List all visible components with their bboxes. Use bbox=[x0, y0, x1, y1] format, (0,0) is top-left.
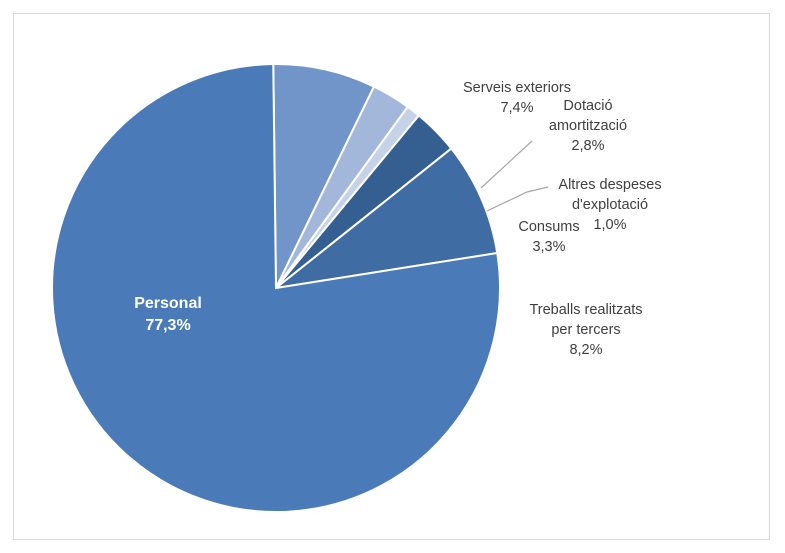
slice-label-4: Treballs realitzats per tercers 8,2% bbox=[529, 302, 642, 358]
pie-slice-5 bbox=[51, 63, 501, 513]
slice-value-label: 2,8% bbox=[571, 138, 604, 154]
slice-name-label: per tercers bbox=[551, 322, 620, 338]
slice-name-label: Treballs realitzats bbox=[529, 302, 642, 318]
slice-name-label: Consums bbox=[518, 219, 579, 235]
pie-slices bbox=[51, 63, 501, 513]
slice-label-3: Consums 3,3% bbox=[518, 219, 579, 255]
pie-slice-0 bbox=[272, 63, 376, 289]
pie-slice-4 bbox=[272, 147, 499, 290]
slice-name-label: Personal bbox=[134, 295, 202, 312]
slice-value-label: 3,3% bbox=[532, 239, 565, 255]
slice-label-5: Personal 77,3% bbox=[134, 295, 202, 334]
slice-label-0: Serveis exteriors 7,4% bbox=[463, 80, 571, 116]
slice-label-2: Altres despeses d'explotació 1,0% bbox=[558, 177, 661, 233]
slice-value-label: 1,0% bbox=[593, 217, 626, 233]
slice-label-1: Dotació amortització 2,8% bbox=[549, 98, 627, 154]
slice-name-label: Serveis exteriors bbox=[463, 80, 571, 96]
slice-value-label: 8,2% bbox=[569, 342, 602, 358]
leader-line-1 bbox=[480, 140, 533, 189]
slice-labels: Serveis exteriors 7,4% Dotació amortització… bbox=[134, 80, 661, 358]
slice-name-label: Dotació bbox=[563, 98, 612, 114]
leader-line-2 bbox=[486, 186, 549, 212]
slice-value-label: 77,3% bbox=[145, 317, 190, 334]
slice-name-label: Altres despeses bbox=[558, 177, 661, 193]
slice-name-label: amortització bbox=[549, 118, 627, 134]
slice-value-label: 7,4% bbox=[500, 100, 533, 116]
leader-lines bbox=[480, 140, 549, 212]
slice-name-label: d'explotació bbox=[572, 197, 648, 213]
